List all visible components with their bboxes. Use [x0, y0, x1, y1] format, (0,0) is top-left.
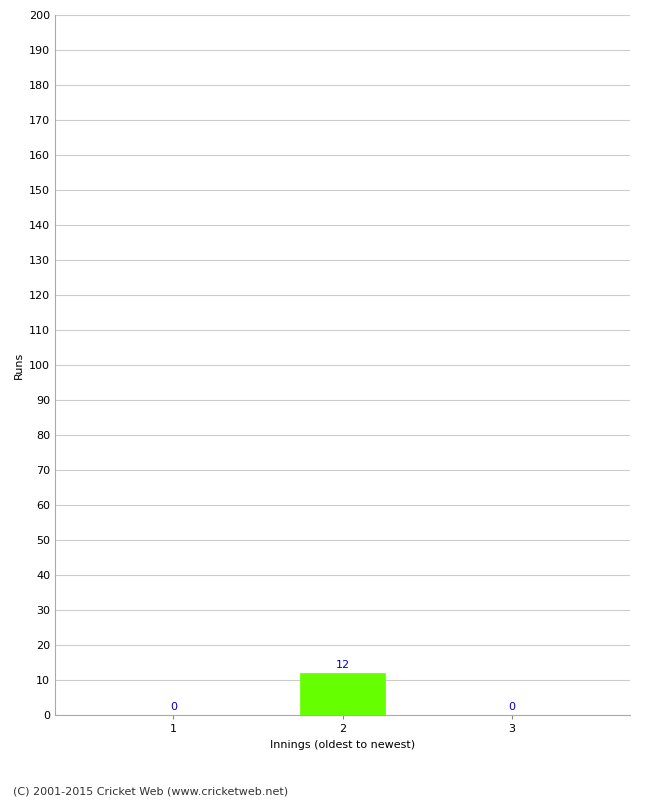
Text: 0: 0 — [170, 702, 177, 712]
Y-axis label: Runs: Runs — [14, 351, 23, 378]
Bar — [300, 673, 385, 715]
Text: 0: 0 — [508, 702, 515, 712]
X-axis label: Innings (oldest to newest): Innings (oldest to newest) — [270, 739, 415, 750]
Text: (C) 2001-2015 Cricket Web (www.cricketweb.net): (C) 2001-2015 Cricket Web (www.cricketwe… — [13, 786, 288, 796]
Text: 12: 12 — [335, 660, 350, 670]
